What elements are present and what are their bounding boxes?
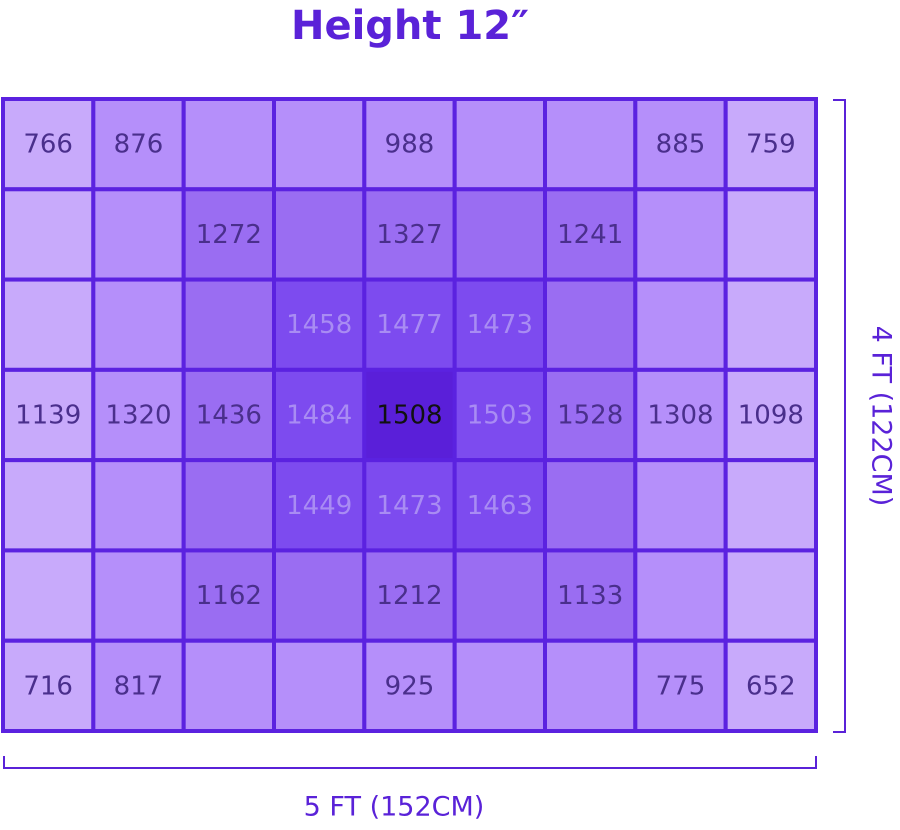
cell-value: 716 (23, 671, 73, 701)
cell-value: 1327 (376, 220, 442, 250)
width-label: 5 FT (152CM) (304, 792, 485, 823)
cell (723, 548, 819, 643)
cell-value: 1463 (467, 491, 533, 521)
cell (633, 277, 728, 372)
cell (1, 458, 96, 553)
cell-value: 876 (114, 130, 164, 160)
cell-value: 775 (656, 671, 706, 701)
cell (543, 458, 638, 553)
cell (181, 97, 277, 192)
cell (362, 367, 457, 463)
width-bracket (3, 756, 817, 769)
cell (1, 187, 96, 282)
cell-value: 1139 (15, 401, 81, 431)
cell (272, 638, 367, 734)
cell (633, 458, 728, 553)
cell (723, 187, 819, 282)
cell (272, 187, 367, 282)
cell (452, 187, 547, 282)
cell-value: 1528 (557, 401, 623, 431)
cell (91, 187, 186, 282)
cell (723, 638, 819, 734)
cell (543, 638, 638, 734)
cell-value: 1436 (196, 401, 262, 431)
cell (181, 367, 277, 463)
cell (723, 367, 819, 463)
cell (1, 548, 96, 643)
cell (1, 638, 96, 734)
title: Height 12″ (291, 3, 529, 49)
cell-value: 1458 (286, 310, 352, 340)
cell (723, 458, 819, 553)
cell-value: 885 (656, 130, 706, 160)
cell (91, 277, 186, 372)
cell (272, 97, 367, 192)
height-bracket (833, 99, 846, 733)
cell (633, 367, 728, 463)
cell-value: 1473 (376, 491, 442, 521)
cell-value: 1484 (286, 401, 352, 431)
grid: 766 876 988 885 759 1272 1327 1241 1458 1477 1473 1… (1, 97, 819, 734)
cell-value: 1212 (376, 581, 442, 611)
cell-value: 1272 (196, 220, 262, 250)
cell-value: 1162 (196, 581, 262, 611)
cell-value: 766 (23, 130, 73, 160)
height-label: 4 FT (122CM) (866, 326, 897, 507)
cell (91, 458, 186, 553)
cell (543, 187, 638, 282)
cell-value: 1449 (286, 491, 352, 521)
cell (723, 277, 819, 372)
cell (181, 458, 277, 553)
cell-value: 1098 (738, 401, 804, 431)
cell-value: 988 (385, 130, 435, 160)
cell (452, 548, 547, 643)
cell (91, 638, 186, 734)
cell (633, 548, 728, 643)
cell (633, 187, 728, 282)
cell-value: 1477 (376, 310, 442, 340)
cell (362, 277, 457, 372)
cell-value: 1503 (467, 401, 533, 431)
cell-value: 759 (746, 130, 796, 160)
cell (543, 97, 638, 192)
cell (91, 548, 186, 643)
cell (362, 458, 457, 553)
cell (452, 97, 547, 192)
cell (272, 548, 367, 643)
cell-value: 1308 (647, 401, 713, 431)
cell-value: 817 (114, 671, 164, 701)
cell (181, 638, 277, 734)
cell-value: 1473 (467, 310, 533, 340)
cell-value: 925 (385, 671, 435, 701)
cell (452, 638, 547, 734)
cell-value: 1133 (557, 581, 623, 611)
cell (452, 367, 547, 463)
cell (543, 277, 638, 372)
cell (1, 277, 96, 372)
cell (181, 277, 277, 372)
cell-value: 1508 (376, 401, 442, 431)
cell (1, 367, 96, 463)
cell (452, 458, 547, 553)
cell-value: 652 (746, 671, 796, 701)
cell-value: 1241 (557, 220, 623, 250)
cell (362, 638, 457, 734)
cell-value: 1320 (105, 401, 171, 431)
